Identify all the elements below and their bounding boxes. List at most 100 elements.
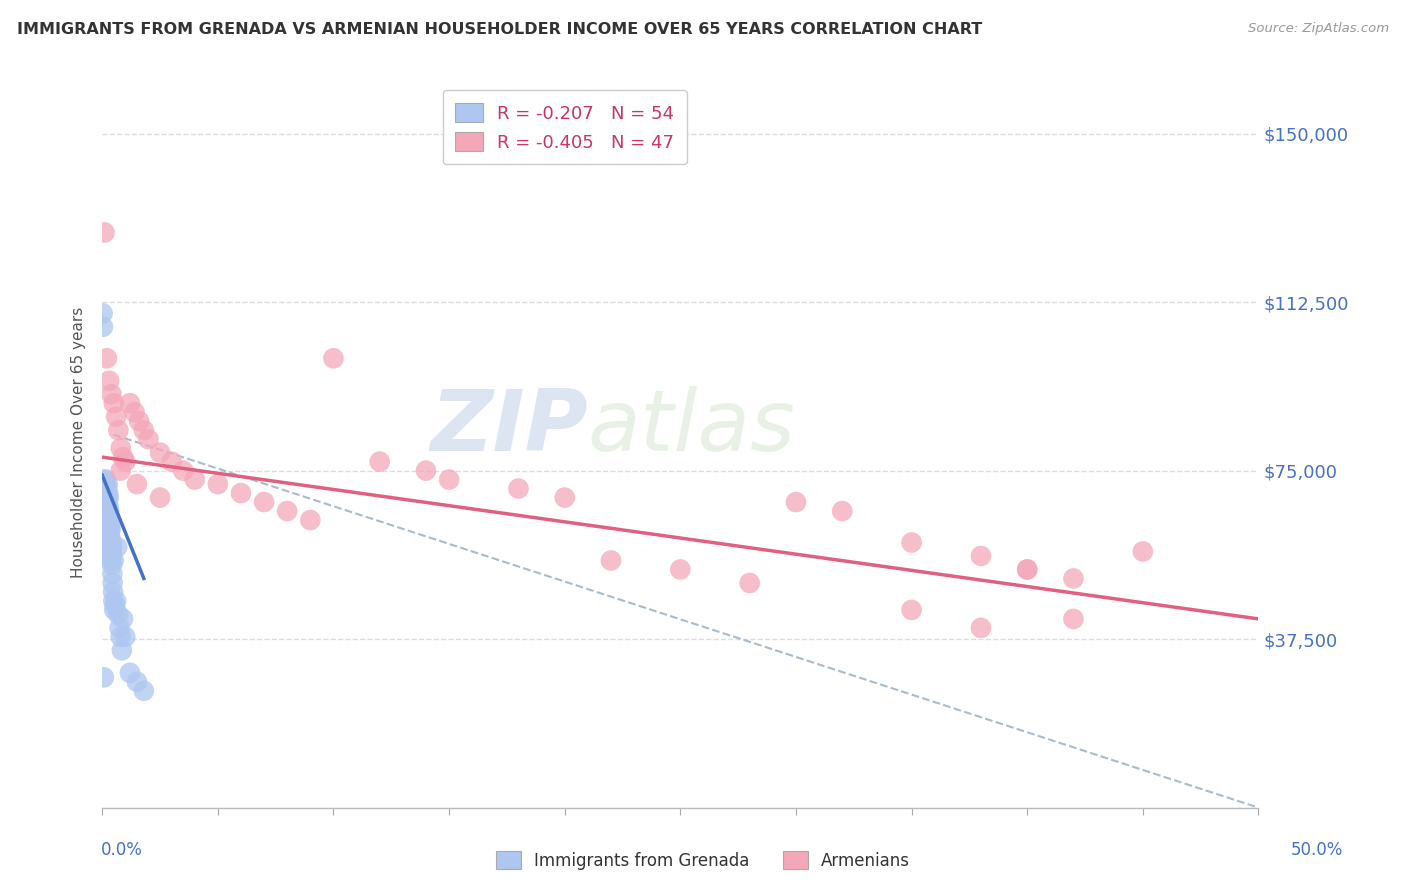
- Point: [172, 464, 194, 478]
- Point: [554, 491, 576, 505]
- Point: [94, 522, 117, 536]
- Point: [368, 455, 391, 469]
- Point: [100, 522, 122, 536]
- Point: [108, 621, 131, 635]
- Point: [132, 683, 155, 698]
- Point: [125, 477, 148, 491]
- Point: [253, 495, 276, 509]
- Point: [96, 351, 118, 366]
- Point: [669, 562, 692, 576]
- Point: [111, 643, 134, 657]
- Point: [160, 455, 183, 469]
- Point: [1132, 544, 1154, 558]
- Point: [100, 553, 122, 567]
- Point: [114, 455, 136, 469]
- Point: [100, 549, 122, 563]
- Point: [1062, 571, 1084, 585]
- Text: ZIP: ZIP: [430, 386, 588, 469]
- Point: [125, 674, 148, 689]
- Point: [91, 306, 114, 320]
- Point: [415, 464, 437, 478]
- Point: [100, 544, 122, 558]
- Point: [101, 585, 124, 599]
- Point: [110, 630, 132, 644]
- Point: [276, 504, 298, 518]
- Text: 0.0%: 0.0%: [101, 840, 143, 858]
- Point: [98, 517, 121, 532]
- Point: [785, 495, 807, 509]
- Point: [97, 491, 120, 505]
- Point: [970, 621, 993, 635]
- Point: [103, 553, 125, 567]
- Point: [93, 226, 115, 240]
- Point: [1017, 562, 1039, 576]
- Point: [299, 513, 322, 527]
- Point: [93, 540, 115, 554]
- Point: [94, 473, 117, 487]
- Point: [93, 670, 115, 684]
- Point: [96, 491, 118, 505]
- Point: [1062, 612, 1084, 626]
- Point: [97, 513, 120, 527]
- Point: [970, 549, 993, 563]
- Legend: Immigrants from Grenada, Armenians: Immigrants from Grenada, Armenians: [489, 845, 917, 877]
- Point: [107, 607, 129, 622]
- Point: [831, 504, 853, 518]
- Point: [96, 508, 118, 523]
- Point: [110, 464, 132, 478]
- Point: [100, 540, 122, 554]
- Point: [118, 665, 141, 680]
- Point: [97, 500, 120, 514]
- Point: [128, 414, 150, 428]
- Point: [96, 482, 118, 496]
- Point: [111, 450, 134, 464]
- Point: [437, 473, 460, 487]
- Point: [101, 576, 124, 591]
- Point: [98, 531, 121, 545]
- Y-axis label: Householder Income Over 65 years: Householder Income Over 65 years: [72, 307, 86, 578]
- Point: [738, 576, 761, 591]
- Point: [229, 486, 252, 500]
- Point: [101, 540, 124, 554]
- Point: [1017, 562, 1039, 576]
- Point: [104, 599, 127, 613]
- Point: [98, 374, 121, 388]
- Point: [100, 535, 122, 549]
- Point: [91, 319, 114, 334]
- Point: [508, 482, 530, 496]
- Point: [322, 351, 344, 366]
- Point: [93, 473, 115, 487]
- Point: [96, 495, 118, 509]
- Point: [900, 535, 922, 549]
- Point: [98, 526, 121, 541]
- Point: [93, 522, 115, 536]
- Point: [100, 387, 122, 401]
- Point: [101, 566, 124, 581]
- Point: [107, 423, 129, 437]
- Point: [600, 553, 623, 567]
- Point: [94, 477, 117, 491]
- Point: [124, 405, 146, 419]
- Point: [118, 396, 141, 410]
- Point: [149, 445, 172, 459]
- Legend: R = -0.207   N = 54, R = -0.405   N = 47: R = -0.207 N = 54, R = -0.405 N = 47: [443, 90, 686, 164]
- Point: [149, 491, 172, 505]
- Point: [97, 517, 120, 532]
- Text: IMMIGRANTS FROM GRENADA VS ARMENIAN HOUSEHOLDER INCOME OVER 65 YEARS CORRELATION: IMMIGRANTS FROM GRENADA VS ARMENIAN HOUS…: [17, 22, 983, 37]
- Point: [97, 486, 120, 500]
- Point: [96, 495, 118, 509]
- Point: [105, 594, 128, 608]
- Point: [98, 522, 121, 536]
- Point: [97, 477, 120, 491]
- Text: 50.0%: 50.0%: [1291, 840, 1343, 858]
- Point: [183, 473, 205, 487]
- Point: [105, 409, 128, 424]
- Point: [207, 477, 229, 491]
- Point: [105, 540, 128, 554]
- Text: atlas: atlas: [588, 386, 796, 469]
- Text: Source: ZipAtlas.com: Source: ZipAtlas.com: [1249, 22, 1389, 36]
- Point: [132, 423, 155, 437]
- Point: [94, 540, 117, 554]
- Point: [94, 495, 117, 509]
- Point: [103, 594, 125, 608]
